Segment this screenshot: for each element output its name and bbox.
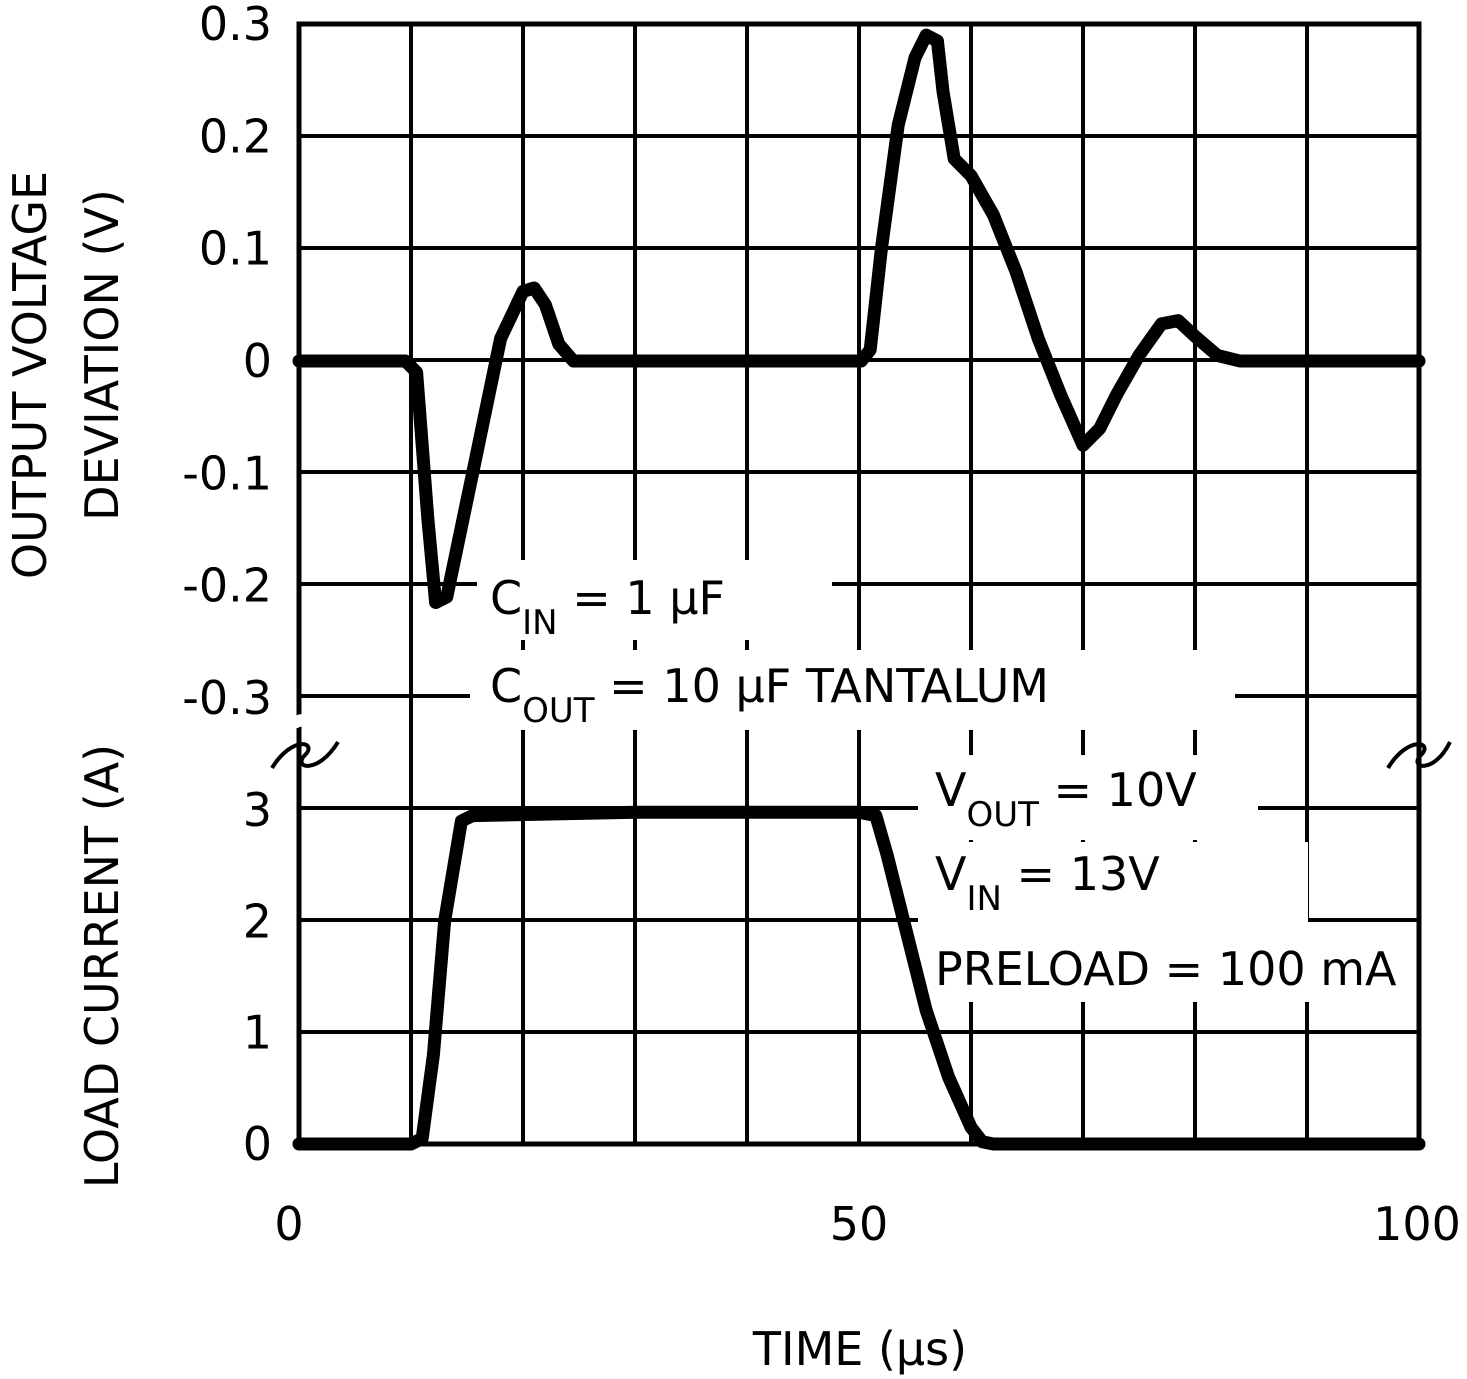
load-current-line	[292, 805, 1426, 1151]
axis-break-left-2	[272, 712, 338, 738]
upper-y-tick-label: 0.1	[199, 222, 272, 276]
xlabel: TIME (µs)	[752, 1322, 967, 1376]
annotation-cin: CIN = 1 μF	[490, 571, 725, 643]
vin-label: V	[935, 847, 967, 901]
axis-break-right	[1386, 741, 1452, 770]
upper-y-tick-labels: 0.3 0.2 0.1 0 -0.1 -0.2 -0.3	[182, 0, 272, 725]
lower-y-tick-label: 3	[243, 783, 272, 837]
lower-y-tick-label: 1	[243, 1006, 272, 1060]
annotation-vin: VIN = 13V	[935, 847, 1160, 919]
cin-label: C	[490, 571, 522, 625]
vout-rest: = 10V	[1039, 763, 1197, 817]
mask-cout	[470, 650, 1235, 730]
cout-rest: = 10 μF TANTALUM	[595, 659, 1049, 713]
voltage-deviation-line	[292, 28, 1426, 609]
lower-ylabel: LOAD CURRENT (A)	[75, 744, 129, 1188]
mask-vout	[918, 755, 1258, 840]
axis-break-left	[270, 740, 340, 770]
x-tick-labels: 0 50 100	[274, 1197, 1461, 1251]
mask-preload	[918, 922, 1418, 1002]
mask-cin	[477, 560, 832, 640]
vin-sub: IN	[966, 879, 1001, 919]
vout-sub: OUT	[966, 795, 1039, 835]
upper-y-tick-label: 0.2	[199, 109, 272, 163]
upper-y-tick-label: -0.3	[182, 671, 272, 725]
cin-rest: = 1 μF	[558, 571, 725, 625]
mask-vin	[918, 842, 1308, 922]
annotation-vout: VOUT = 10V	[935, 763, 1197, 835]
upper-y-tick-label: -0.1	[182, 446, 272, 500]
cout-sub: OUT	[522, 691, 595, 731]
x-tick-label: 50	[830, 1197, 889, 1251]
cin-sub: IN	[522, 603, 557, 643]
x-tick-label: 0	[274, 1197, 303, 1251]
lower-y-tick-labels: 3 2 1 0	[243, 783, 272, 1171]
x-tick-label: 100	[1373, 1197, 1461, 1251]
lower-y-tick-label: 2	[243, 894, 272, 948]
upper-y-tick-label: -0.2	[182, 559, 272, 613]
cout-label: C	[490, 659, 522, 713]
annotation-masks	[290, 560, 1450, 1002]
annotation-cout: COUT = 10 μF TANTALUM	[490, 659, 1049, 731]
vin-rest: = 13V	[1002, 847, 1160, 901]
upper-y-tick-label: 0	[243, 334, 272, 388]
vout-label: V	[935, 763, 967, 817]
annotation-preload: PRELOAD = 100 mA	[935, 942, 1397, 996]
upper-ylabel-line2: DEVIATION (V)	[75, 189, 129, 521]
upper-ylabel-line1: OUTPUT VOLTAGE	[3, 171, 57, 579]
lower-y-tick-label: 0	[243, 1117, 272, 1171]
upper-y-tick-label: 0.3	[199, 0, 272, 51]
plot-frame	[296, 21, 1422, 1147]
